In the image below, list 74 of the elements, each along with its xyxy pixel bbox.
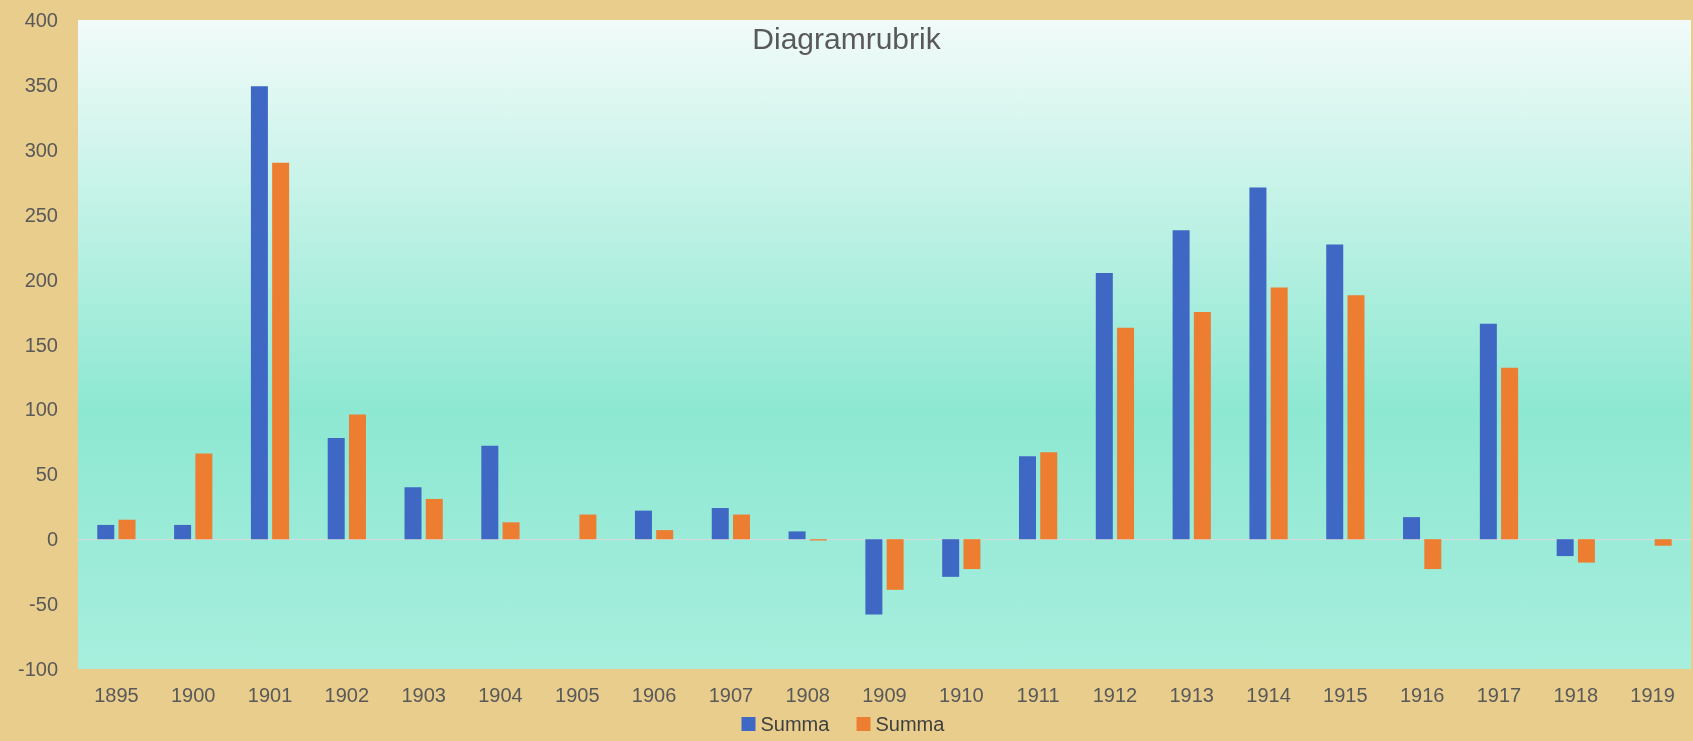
x-tick-label: 1908 — [785, 684, 830, 706]
x-tick-label: 1909 — [862, 684, 907, 706]
bar — [1347, 295, 1365, 540]
bar — [195, 453, 213, 540]
x-tick-label: 1919 — [1630, 684, 1675, 706]
x-tick-label: 1903 — [401, 684, 446, 706]
bar — [425, 498, 443, 540]
bar — [272, 162, 290, 540]
bar — [1249, 187, 1267, 540]
bar — [404, 487, 422, 540]
x-tick-label: 1906 — [631, 684, 677, 706]
bar — [579, 514, 597, 540]
y-tick-label: 200 — [24, 268, 58, 291]
x-tick-label: 1904 — [478, 684, 523, 706]
bar — [1095, 273, 1113, 540]
bar — [865, 539, 883, 615]
bar — [1018, 456, 1036, 540]
bar — [1424, 539, 1442, 570]
y-tick-label: 350 — [24, 73, 58, 96]
bar — [711, 508, 729, 540]
x-tick-label: 1900 — [170, 684, 216, 706]
bar — [1479, 323, 1497, 540]
y-tick-label: 50 — [35, 463, 58, 486]
bar — [634, 510, 652, 540]
bar — [174, 524, 192, 540]
bar — [886, 539, 904, 590]
x-tick-label: 1918 — [1553, 684, 1599, 706]
y-tick-label: 100 — [24, 398, 58, 421]
y-tick-label: -100 — [17, 658, 58, 680]
bar — [1193, 312, 1211, 540]
y-tick-label: 0 — [46, 528, 58, 551]
x-tick-label: 1917 — [1476, 684, 1522, 706]
bar — [1654, 539, 1672, 546]
bar — [327, 437, 345, 540]
bar — [97, 524, 115, 540]
y-tick-label: 400 — [24, 9, 58, 31]
bar — [788, 531, 806, 540]
bar — [1270, 287, 1288, 540]
bar — [963, 539, 981, 570]
bar — [1117, 327, 1135, 540]
bar — [1326, 244, 1344, 540]
x-tick-label: 1912 — [1092, 684, 1138, 706]
bar — [1040, 452, 1058, 540]
bar — [250, 86, 268, 540]
bar — [1556, 539, 1574, 557]
bar — [1577, 539, 1595, 563]
y-tick-label: -50 — [29, 593, 58, 616]
bar — [502, 522, 520, 540]
bar — [348, 414, 366, 540]
x-tick-label: 1911 — [1016, 684, 1060, 706]
bar — [733, 514, 751, 540]
y-tick-label: 150 — [24, 333, 58, 356]
bar — [656, 530, 674, 540]
bar — [118, 519, 136, 540]
legend-label: Summa — [760, 713, 831, 735]
x-tick-label: 1905 — [555, 684, 600, 706]
x-tick-label: 1914 — [1246, 684, 1291, 706]
bar — [942, 539, 960, 577]
chart-title: Diagramrubrik — [752, 21, 942, 55]
legend-label: Summa — [875, 713, 946, 735]
x-tick-label: 1907 — [708, 684, 754, 706]
x-tick-label: 1913 — [1169, 684, 1214, 706]
bar — [1403, 517, 1421, 540]
y-tick-label: 300 — [24, 138, 58, 161]
bar — [481, 445, 499, 540]
x-tick-label: 1895 — [94, 684, 139, 706]
bar — [1172, 230, 1190, 540]
y-tick-label: 250 — [24, 203, 58, 226]
bar — [1501, 367, 1519, 540]
x-tick-label: 1916 — [1399, 684, 1445, 706]
x-tick-label: 1915 — [1323, 684, 1368, 706]
x-tick-label: 1910 — [939, 684, 984, 706]
x-tick-label: 1901 — [247, 684, 293, 706]
x-tick-label: 1902 — [324, 684, 370, 706]
